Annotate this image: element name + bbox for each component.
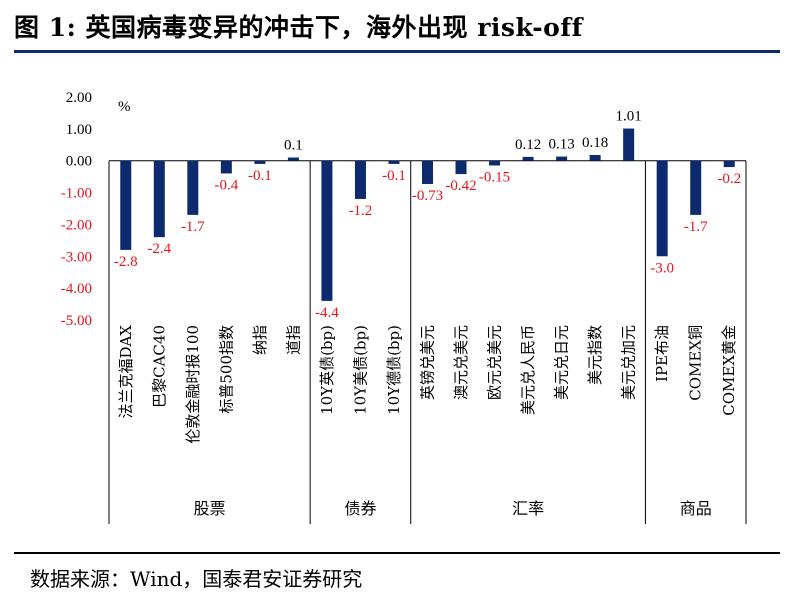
category-label: 10Y英债(bp) — [318, 325, 336, 415]
category-label: 伦敦金融时报100 — [184, 325, 202, 444]
category-label: 纳指 — [251, 325, 269, 355]
bar — [690, 160, 702, 215]
y-tick-label: -2.00 — [61, 217, 92, 233]
bar — [354, 160, 366, 199]
group-label: 债券 — [344, 499, 376, 518]
category-label: 法兰克福DAX — [117, 325, 135, 419]
data-label: -1.2 — [349, 203, 373, 219]
data-label: 0.18 — [582, 135, 608, 151]
bar — [321, 160, 333, 301]
data-label: -0.42 — [445, 178, 476, 194]
category-label: 美元兑人民币 — [519, 325, 537, 415]
bar — [556, 156, 568, 161]
bar — [254, 160, 266, 164]
bar — [455, 160, 467, 175]
category-label: 美元兑加元 — [620, 325, 638, 400]
category-label: 道指 — [284, 325, 302, 355]
source-rule — [14, 552, 780, 554]
category-label: 美元兑日元 — [553, 325, 571, 400]
y-unit-label: % — [118, 99, 131, 115]
group-label: 汇率 — [512, 499, 544, 518]
category-label: 欧元兑美元 — [486, 325, 504, 400]
data-label: 1.01 — [616, 109, 642, 125]
category-label: 10Y美债(bp) — [351, 325, 369, 415]
bar — [623, 128, 635, 161]
data-label: 0.13 — [548, 137, 574, 153]
data-label: -0.15 — [479, 169, 510, 185]
bar — [422, 160, 433, 184]
data-label: -0.1 — [248, 168, 272, 184]
category-label: COMEX黄金 — [720, 325, 738, 416]
bar — [120, 160, 132, 250]
data-label: -2.8 — [114, 254, 138, 270]
bar — [723, 160, 735, 168]
data-label: 0.1 — [284, 138, 303, 154]
bar — [489, 160, 501, 166]
category-label: 巴黎CAC40 — [150, 325, 168, 408]
data-label: -0.1 — [382, 168, 406, 184]
group-label: 股票 — [194, 499, 226, 518]
bar — [388, 160, 400, 164]
y-tick-label: -3.00 — [61, 249, 92, 265]
bar — [187, 160, 199, 215]
figure-title: 图 1: 英国病毒变异的冲击下，海外出现 risk-off — [14, 13, 583, 42]
data-label: -0.4 — [214, 177, 238, 193]
category-label: 英镑兑美元 — [419, 325, 437, 400]
bar — [287, 157, 299, 161]
category-label: 美元指数 — [586, 325, 604, 385]
category-label: 澳元兑美元 — [452, 325, 470, 400]
bar — [589, 154, 601, 161]
bar — [656, 160, 668, 257]
data-label: -1.7 — [684, 219, 708, 235]
data-label: -1.7 — [181, 219, 205, 235]
y-tick-label: -1.00 — [61, 186, 92, 202]
bar — [522, 156, 534, 161]
y-tick-label: 0.00 — [66, 154, 92, 170]
category-label: COMEX铜 — [687, 325, 705, 401]
bar — [153, 160, 165, 238]
title-rule — [14, 50, 780, 53]
category-label: 10Y德债(bp) — [385, 325, 403, 415]
category-label: IPE布油 — [653, 325, 671, 382]
data-label: -4.4 — [315, 305, 339, 321]
y-tick-label: -4.00 — [61, 281, 92, 297]
data-label: -0.2 — [717, 171, 741, 187]
source-note: 数据来源：Wind，国泰君安证券研究 — [30, 567, 363, 591]
group-label: 商品 — [680, 499, 712, 518]
data-label: -2.4 — [147, 241, 171, 257]
data-label: 0.12 — [515, 137, 541, 153]
category-label: 标普500指数 — [217, 325, 235, 414]
data-label: -3.0 — [650, 260, 674, 276]
bar — [220, 160, 232, 174]
y-tick-label: 1.00 — [66, 122, 92, 138]
y-tick-label: -5.00 — [61, 313, 92, 329]
data-label: -0.73 — [412, 188, 443, 204]
y-tick-label: 2.00 — [66, 90, 92, 106]
